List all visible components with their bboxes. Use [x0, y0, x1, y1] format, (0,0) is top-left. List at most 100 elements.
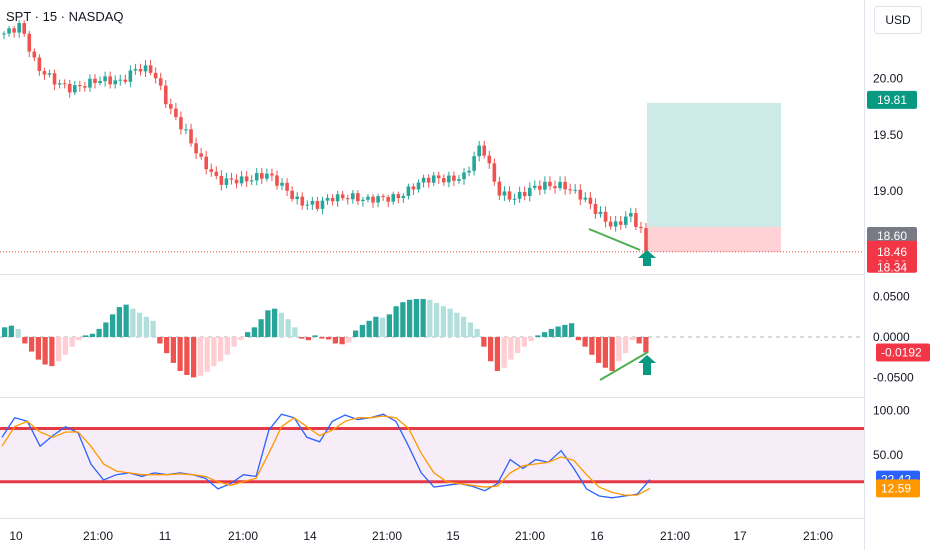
candle-body: [492, 163, 497, 182]
candle-body: [143, 65, 148, 72]
candle-body: [88, 78, 92, 88]
candle-body: [83, 86, 87, 88]
oscillator-pane[interactable]: [0, 298, 864, 381]
entry-price-badge: [867, 227, 917, 245]
histogram-bar: [548, 328, 554, 337]
candle-body: [588, 197, 593, 204]
histogram-bar: [332, 337, 338, 344]
candle-body: [108, 76, 112, 85]
up-arrow-signal[interactable]: [638, 355, 656, 375]
candle-body: [72, 85, 77, 93]
stop-price-label: 18.34: [877, 260, 907, 274]
candle-body: [603, 211, 608, 222]
histogram-bar: [96, 328, 102, 337]
candle-body: [452, 175, 456, 181]
candle-body: [335, 194, 340, 202]
histogram-bar: [508, 337, 514, 360]
candle-body: [583, 197, 588, 200]
candle-body: [78, 85, 82, 87]
histogram-bar: [319, 337, 325, 339]
candle-body: [260, 173, 264, 179]
long-position-stop-zone[interactable]: [647, 227, 781, 252]
candle-body: [629, 213, 633, 217]
histogram-bar: [602, 337, 608, 368]
candle-body: [396, 194, 401, 199]
histogram-bar: [292, 327, 298, 337]
histogram-bar: [636, 337, 642, 344]
time-tick-label: 11: [159, 529, 172, 543]
histogram-bar: [8, 325, 14, 337]
oscillator-tick-label: -0.0500: [873, 370, 914, 384]
candle-body: [411, 186, 416, 190]
price-tick-label: 19.50: [873, 128, 903, 142]
histogram-bar: [461, 316, 467, 337]
histogram-bar: [643, 337, 649, 353]
histogram-bar: [521, 337, 527, 347]
histogram-bar: [245, 332, 251, 337]
bullish-divergence-line[interactable]: [588, 228, 641, 251]
histogram-bar: [177, 337, 183, 371]
candle-body: [558, 181, 562, 189]
candle-body: [224, 178, 229, 185]
candle-body: [447, 175, 451, 183]
candle-body: [517, 191, 522, 199]
candle-body: [406, 186, 411, 196]
histogram-bar: [224, 337, 230, 355]
histogram-bar: [346, 337, 352, 343]
histogram-bar: [400, 302, 406, 337]
candle-body: [57, 83, 62, 85]
candle-body: [441, 178, 446, 183]
histogram-bar: [305, 337, 311, 341]
histogram-bar: [407, 299, 413, 337]
time-tick-label: 17: [733, 529, 747, 543]
currency-button[interactable]: USD: [874, 6, 922, 34]
histogram-bar: [359, 324, 365, 337]
candle-body: [436, 175, 441, 179]
long-position-tool[interactable]: [647, 103, 781, 252]
candle-body: [598, 211, 603, 215]
histogram-bar: [197, 337, 203, 376]
candle-body: [204, 156, 209, 170]
histogram-bar: [386, 314, 392, 337]
candle-body: [244, 176, 249, 182]
bullish-divergence-line[interactable]: [599, 351, 649, 381]
candle-body: [340, 194, 345, 199]
histogram-bar: [272, 308, 278, 337]
candle-body: [158, 78, 163, 86]
candle-body: [421, 177, 426, 183]
stochastic-k-line: [1, 413, 651, 499]
histogram-bar: [89, 333, 95, 337]
candle-body: [128, 70, 133, 82]
stochastic-d-line: [1, 415, 651, 496]
candle-body: [47, 73, 52, 75]
candle-body: [608, 221, 613, 227]
price-pane[interactable]: [0, 20, 864, 266]
histogram-bar: [481, 337, 487, 347]
last-price-label: 18.46: [877, 245, 907, 259]
price-axis[interactable]: 20.00 19.50 19.00 0.0500 0.0000 -0.0500 100.00…: [873, 72, 914, 463]
candle-body: [644, 228, 648, 252]
histogram-bar: [170, 337, 176, 363]
long-position-target-zone[interactable]: [647, 103, 781, 227]
price-tick-label: 20.00: [873, 72, 903, 86]
histogram-bars: [2, 298, 649, 378]
candle-body: [300, 196, 305, 206]
up-arrow-signal[interactable]: [638, 250, 656, 266]
histogram-bar: [434, 303, 440, 337]
oscillator-tick-label: 0.0500: [873, 290, 910, 304]
candle-body: [17, 23, 21, 33]
candle-body: [219, 175, 224, 185]
candle-body: [118, 79, 123, 81]
candle-body: [457, 179, 461, 181]
stochastic-pane[interactable]: [0, 413, 864, 499]
histogram-bar: [22, 337, 28, 344]
candle-body: [325, 197, 330, 201]
candle-body: [22, 23, 27, 34]
histogram-bar: [83, 335, 89, 337]
histogram-bar: [35, 337, 41, 360]
stochastic-tick-label: 100.00: [873, 404, 910, 418]
candle-body: [290, 190, 294, 200]
histogram-bar: [623, 337, 629, 354]
time-axis[interactable]: 10 21:00 11 21:00 14 21:00 15 21:00 16 21:00 17 21:…: [9, 529, 833, 543]
